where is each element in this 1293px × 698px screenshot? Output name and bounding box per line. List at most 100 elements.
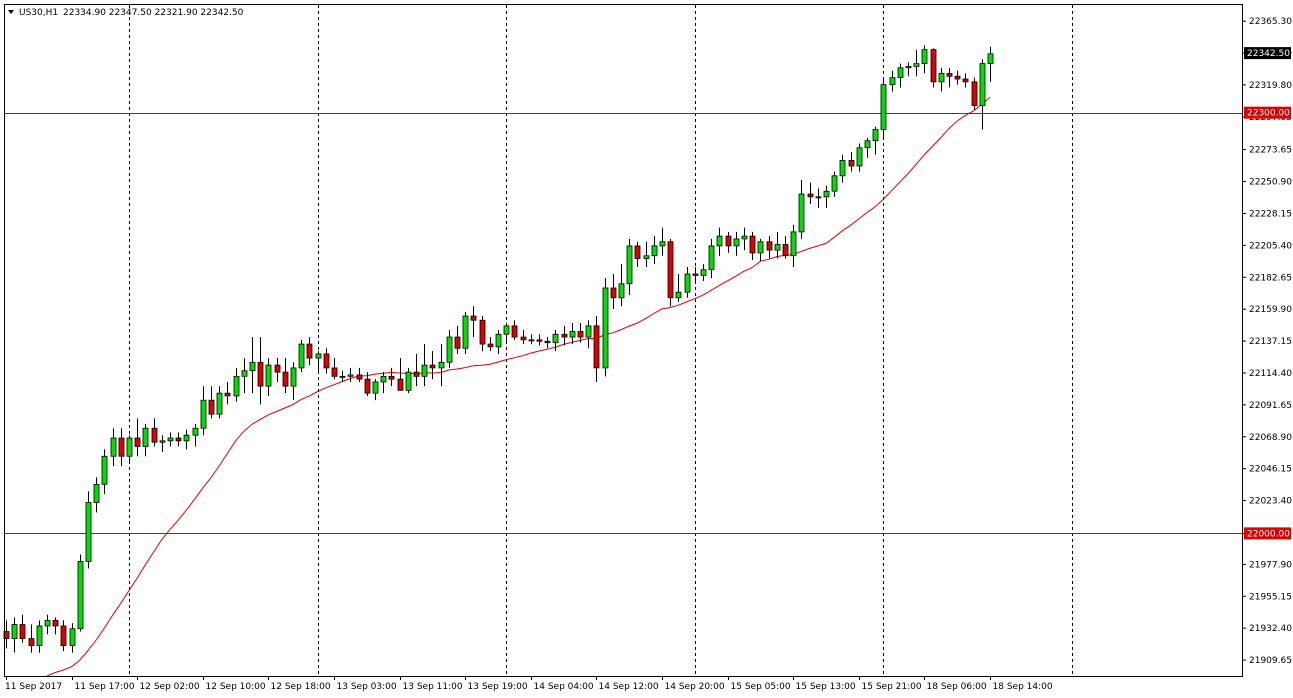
candle-body [479, 319, 486, 345]
candle-body [454, 336, 461, 349]
candle-body [872, 129, 879, 142]
candle-body [495, 333, 502, 348]
x-tick-label: 11 Sep 2017 [5, 682, 62, 692]
candle-body [536, 339, 543, 342]
candle-body [388, 375, 395, 380]
candle-body [208, 399, 215, 415]
candle-body [979, 63, 986, 107]
price-axis: 22365.3022342.5022319.8022297.0522273.65… [1242, 17, 1292, 666]
candle-body [921, 49, 928, 65]
candle-body [675, 291, 682, 299]
candle-body [577, 331, 584, 338]
candle-body [323, 353, 330, 369]
candle-body [167, 437, 174, 442]
candle-body [274, 364, 281, 373]
candle-body [585, 325, 592, 338]
candle-body [880, 84, 887, 130]
candle-body [487, 343, 494, 348]
x-tick-label: 15 Sep 05:00 [731, 682, 791, 692]
candle-body [766, 241, 773, 251]
candle-body [733, 238, 740, 247]
candle-body [413, 371, 420, 377]
candle-body [183, 434, 190, 442]
candle-body [159, 440, 166, 443]
candle-body [626, 245, 633, 285]
price-tags: 22300.00 22000.00 22342.50 [1244, 47, 1291, 540]
candle-body [954, 75, 961, 80]
dropdown-triangle-icon[interactable] [8, 10, 14, 14]
candle-body [282, 371, 289, 387]
candle-body [725, 235, 732, 247]
y-tick-label: 22068.90 [1249, 433, 1292, 443]
candle-body [798, 193, 805, 233]
y-tick-label: 22114.40 [1249, 369, 1292, 379]
candle-body [839, 159, 846, 177]
candles [3, 45, 994, 653]
candle-body [19, 624, 26, 639]
candle-body [938, 73, 945, 83]
y-tick-label: 21977.90 [1249, 560, 1292, 570]
x-tick-label: 18 Sep 06:00 [927, 682, 987, 692]
candle-body [118, 437, 125, 457]
y-tick-label: 22023.40 [1249, 497, 1292, 507]
candle-body [503, 325, 510, 335]
candle-body [134, 437, 141, 447]
candle-body [28, 638, 35, 646]
candle-body [85, 502, 92, 562]
candle-body [511, 325, 518, 338]
candle-body [347, 374, 354, 377]
candle-body [897, 67, 904, 79]
candle-body [44, 619, 51, 627]
candle-body [700, 269, 707, 276]
candle-body [224, 392, 231, 397]
candle-body [126, 437, 133, 457]
candle-body [372, 381, 379, 394]
candle-body [192, 427, 199, 436]
candle-body [790, 231, 797, 257]
candle-body [520, 336, 527, 341]
y-tick-label: 22365.30 [1249, 17, 1292, 27]
candle-body [815, 196, 822, 199]
candle-body [151, 427, 158, 443]
x-tick-label: 12 Sep 18:00 [271, 682, 331, 692]
x-tick-label: 12 Sep 10:00 [206, 682, 266, 692]
candle-body [405, 371, 412, 391]
candle-body [462, 315, 469, 349]
candle-body [249, 361, 256, 372]
level-price-tag: 22300.00 [1247, 109, 1290, 119]
candle-body [757, 241, 764, 254]
candle-body [528, 339, 535, 342]
candle-body [544, 340, 551, 344]
x-tick-label: 13 Sep 11:00 [403, 682, 463, 692]
candle-body [593, 325, 600, 369]
candle-body [257, 361, 264, 387]
x-tick-label: 12 Sep 02:00 [140, 682, 200, 692]
candle-body [782, 244, 789, 257]
y-tick-label: 22228.15 [1249, 209, 1292, 219]
candle-body [864, 140, 871, 149]
candle-body [315, 353, 322, 359]
plot-frame [4, 4, 1243, 677]
y-tick-label: 21955.15 [1249, 592, 1292, 602]
candle-body [774, 244, 781, 251]
candle-body [77, 561, 84, 630]
candle-body [216, 392, 223, 415]
candle-body [905, 66, 912, 69]
candle-body [823, 190, 830, 198]
candle-body [561, 333, 568, 338]
candle-body [659, 241, 666, 247]
candle-body [848, 159, 855, 167]
candle-body [446, 336, 453, 363]
moving-average [46, 96, 991, 677]
period-separators [129, 5, 1073, 676]
candle-body [610, 287, 617, 299]
candle-body [339, 375, 346, 378]
candle-body [987, 53, 994, 65]
candle-body [749, 235, 756, 254]
candle-body [618, 283, 625, 299]
candle-body [438, 361, 445, 369]
candle-body [421, 364, 428, 377]
candle-body [856, 147, 863, 167]
